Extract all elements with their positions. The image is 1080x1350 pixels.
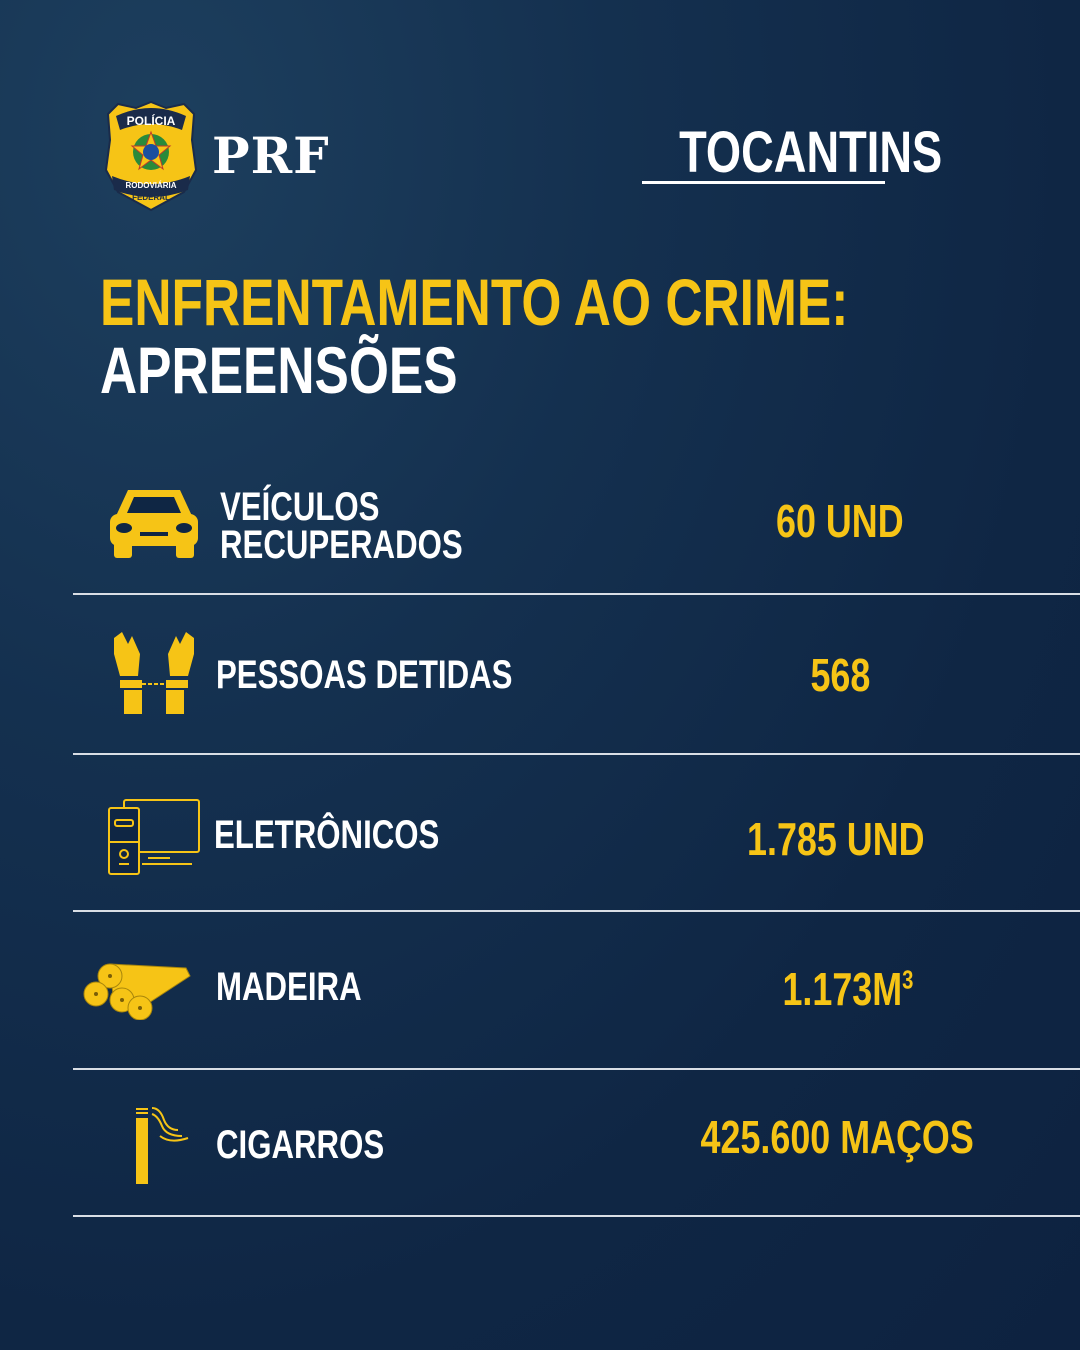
divider (73, 593, 1080, 595)
item-label-electronics: ELETRÔNICOS (214, 813, 440, 857)
item-label-cigarettes: CIGARROS (216, 1123, 385, 1167)
title-line-2: APREENSÕES (100, 333, 458, 407)
svg-text:FEDERAL: FEDERAL (132, 193, 170, 202)
svg-text:POLÍCIA: POLÍCIA (127, 113, 176, 128)
brand-name: PRF (212, 126, 330, 185)
divider (73, 1068, 1080, 1070)
item-value-cigarettes: 425.600 MAÇOS (700, 1111, 974, 1163)
car-icon (108, 484, 200, 565)
logs-icon (78, 960, 194, 1025)
item-value-electronics: 1.785 UND (747, 813, 925, 865)
state-underline (642, 181, 885, 184)
divider (73, 910, 1080, 912)
item-value-wood: 1.173M3 (782, 963, 914, 1015)
title-line-1: ENFRENTAMENTO AO CRIME: (100, 265, 849, 339)
item-value-vehicles: 60 UND (776, 495, 904, 547)
item-label-detained: PESSOAS DETIDAS (216, 653, 513, 697)
item-label-wood: MADEIRA (216, 965, 362, 1009)
svg-text:RODOVIÁRIA: RODOVIÁRIA (125, 181, 176, 190)
divider (73, 753, 1080, 755)
computer-icon (106, 798, 202, 883)
handcuffs-icon (110, 630, 198, 721)
prf-badge-logo: POLÍCIA RODOVIÁRIA FEDERAL (104, 100, 198, 212)
item-value-detained: 568 (810, 649, 870, 701)
item-label-vehicles: VEÍCULOS RECUPERADOS (220, 485, 463, 567)
divider (73, 1215, 1080, 1217)
cigarette-icon (134, 1106, 192, 1191)
state-name: TOCANTINS (679, 120, 943, 185)
